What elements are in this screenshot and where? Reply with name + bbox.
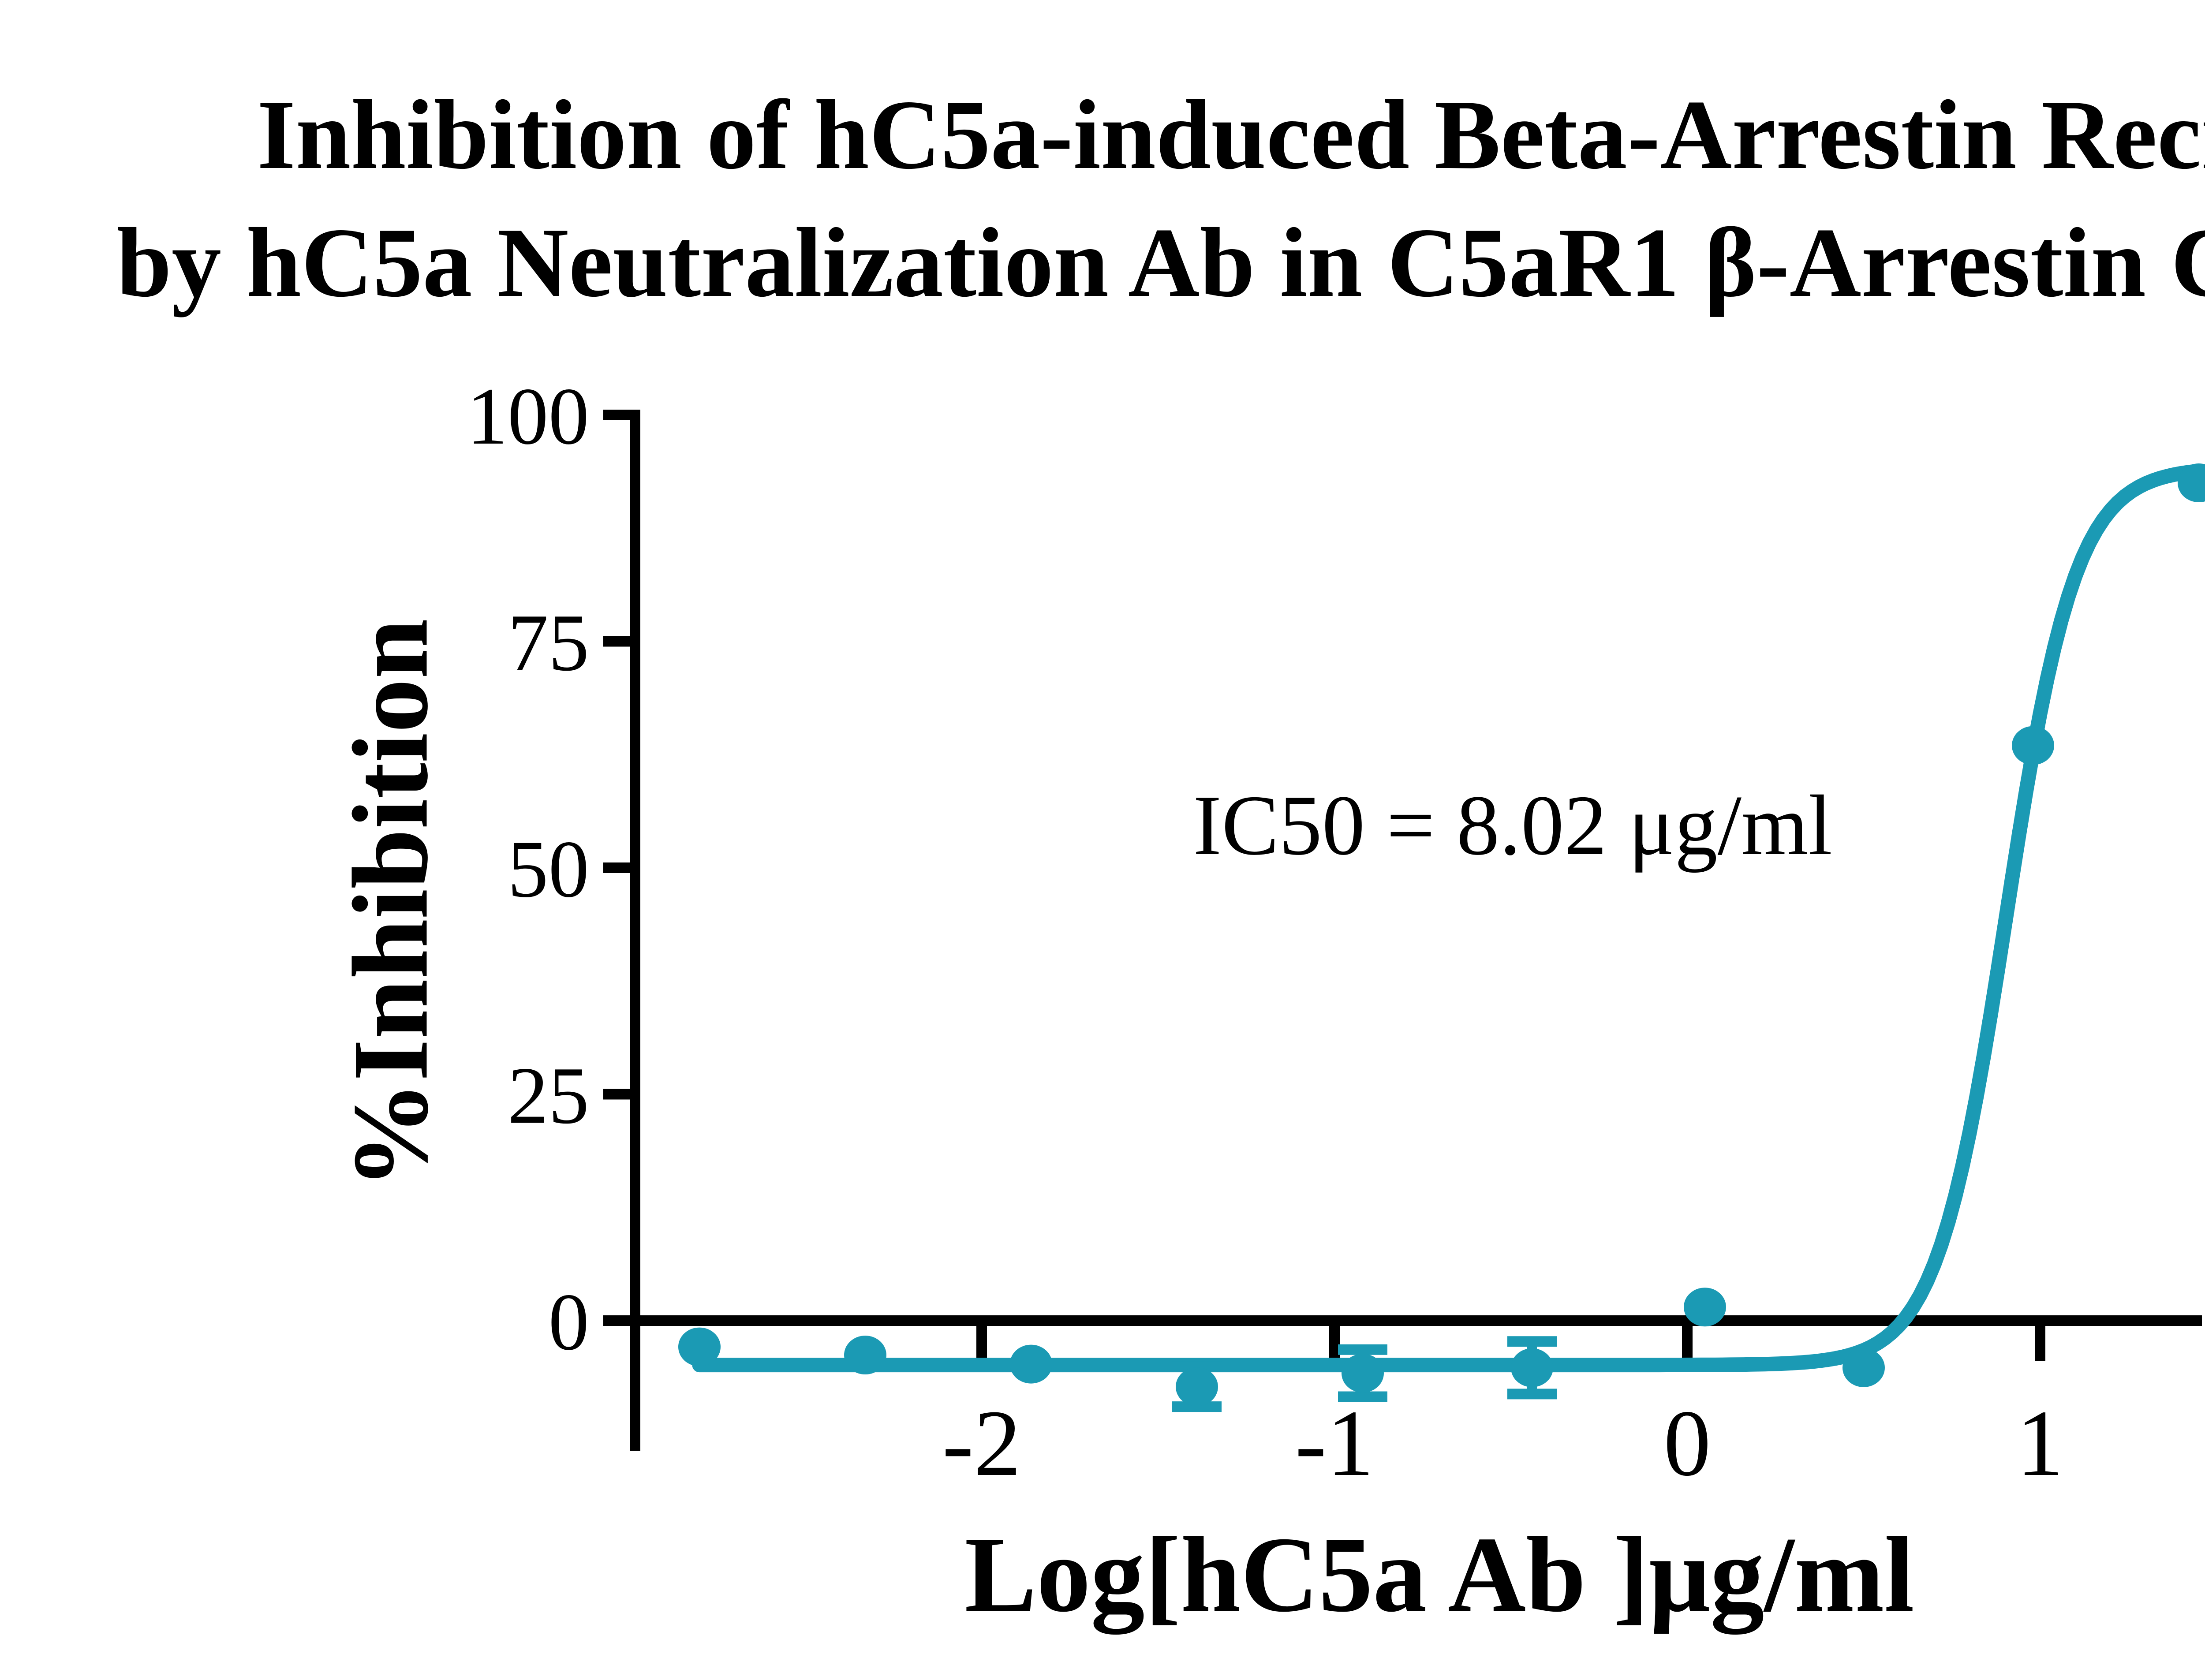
y-tick bbox=[603, 1315, 640, 1326]
y-tick-label: 0 bbox=[549, 1277, 590, 1367]
data-point bbox=[2178, 463, 2205, 503]
data-point bbox=[678, 1327, 721, 1366]
x-axis-line bbox=[630, 1315, 2202, 1326]
x-tick bbox=[976, 1326, 987, 1361]
data-point bbox=[2012, 726, 2054, 765]
y-tick-label: 75 bbox=[508, 598, 589, 688]
y-tick-label: 25 bbox=[508, 1051, 589, 1141]
chart-title-line1: Inhibition of hC5a-induced Beta-Arrestin… bbox=[257, 79, 2205, 190]
data-point bbox=[1684, 1288, 1726, 1327]
y-tick bbox=[603, 636, 640, 647]
x-tick bbox=[1682, 1326, 1693, 1361]
y-tick bbox=[603, 862, 640, 873]
chart-title: Inhibition of hC5a-induced Beta-Arrestin… bbox=[0, 71, 2205, 326]
x-tick bbox=[2035, 1326, 2045, 1361]
x-tick-label: 0 bbox=[1663, 1390, 1711, 1496]
y-axis-title: %Inhibition bbox=[330, 619, 450, 1189]
x-tick-label: 1 bbox=[2016, 1390, 2064, 1496]
ic50-annotation: IC50 = 8.02 μg/ml bbox=[1193, 778, 1832, 873]
x-tick bbox=[1329, 1326, 1340, 1361]
y-tick bbox=[603, 1089, 640, 1100]
fit-curve bbox=[692, 464, 2203, 1373]
data-point bbox=[844, 1336, 886, 1375]
y-tick-label: 100 bbox=[467, 371, 590, 462]
chart-title-line2: by hC5a Neutralization Ab in C5aR1 β-Arr… bbox=[116, 207, 2205, 317]
x-tick-label: -2 bbox=[942, 1390, 1021, 1496]
data-point bbox=[1342, 1354, 1384, 1393]
data-point bbox=[1176, 1367, 1218, 1406]
y-tick-label: 50 bbox=[508, 824, 589, 915]
x-axis-title: Log[hC5a Ab ]μg/ml bbox=[964, 1515, 1914, 1634]
x-tick-label: -1 bbox=[1295, 1390, 1374, 1496]
data-point bbox=[1511, 1348, 1553, 1387]
y-tick bbox=[603, 410, 640, 420]
data-point bbox=[1842, 1348, 1885, 1387]
y-axis-line bbox=[630, 410, 640, 1451]
data-point bbox=[1010, 1344, 1052, 1384]
